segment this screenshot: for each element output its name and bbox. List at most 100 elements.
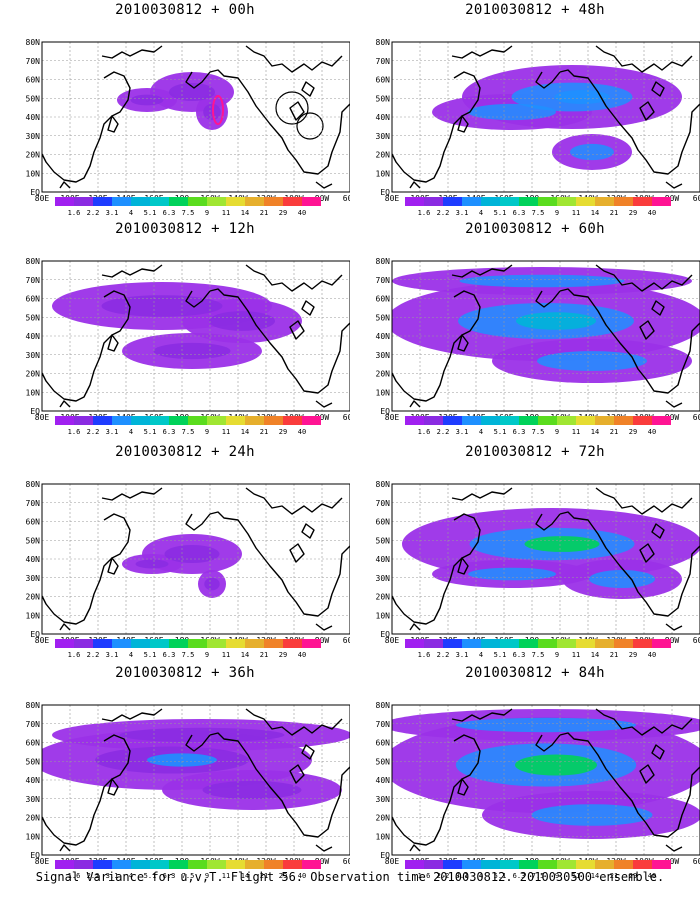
colorbar-label: 5.1: [144, 651, 157, 659]
colorbar-label: 11: [222, 209, 230, 217]
lat-label: 30N: [26, 132, 41, 141]
colorbar-swatch: [614, 639, 633, 648]
colorbar-swatch: [557, 860, 576, 869]
signal-variance-map: 80N70N60N50N40N30N20N10NEQ80E100E120E140…: [376, 480, 700, 659]
lat-label: 20N: [26, 814, 41, 823]
colorbar-label: 4: [129, 872, 133, 880]
colorbar-swatch: [652, 197, 671, 206]
colorbar-label: 14: [591, 209, 599, 217]
colorbar-swatch: [55, 860, 74, 869]
colorbar-swatch: [93, 416, 112, 425]
lat-label: 60N: [376, 739, 391, 748]
colorbar-label: 11: [572, 209, 580, 217]
colorbar-label: 21: [610, 428, 618, 436]
colorbar-swatch: [131, 197, 150, 206]
colorbar-swatch: [576, 416, 595, 425]
colorbar-swatch: [633, 639, 652, 648]
colorbar-swatch: [500, 416, 519, 425]
colorbar-label: 11: [222, 872, 230, 880]
lat-label: 10N: [376, 388, 391, 397]
lat-label: 10N: [26, 169, 41, 178]
colorbar-swatch: [443, 860, 462, 869]
lat-label: 20N: [376, 370, 391, 379]
lat-label: EQ: [30, 407, 40, 416]
colorbar-label: 6.3: [163, 428, 176, 436]
lon-label: 60W: [693, 194, 700, 203]
lat-label: 30N: [376, 795, 391, 804]
colorbar-label: 1.6: [68, 872, 81, 880]
lat-label: 60N: [26, 518, 41, 527]
map-panel: 2010030812 + 84h 80N 70N 60N 50N 40N 30N 20N 10N…: [370, 663, 700, 883]
lat-label: 70N: [376, 276, 391, 285]
lat-label: 40N: [26, 555, 41, 564]
colorbar-label: 9: [205, 209, 209, 217]
lat-label: 60N: [376, 518, 391, 527]
lat-label: 80N: [376, 701, 391, 710]
lat-label: 50N: [376, 313, 391, 322]
lat-label: 30N: [26, 795, 41, 804]
colorbar-label: 40: [648, 651, 656, 659]
colorbar-swatch: [500, 639, 519, 648]
lat-label: EQ: [380, 188, 390, 197]
lat-label: 30N: [376, 574, 391, 583]
colorbar-swatch: [462, 416, 481, 425]
lat-label: EQ: [30, 851, 40, 860]
colorbar-label: 7.5: [532, 428, 545, 436]
graticule: [392, 484, 700, 634]
lat-label: 20N: [26, 370, 41, 379]
colorbar-swatch: [226, 197, 245, 206]
lon-label: 80E: [35, 413, 50, 422]
map-panel: 2010030812 + 00h 80N 70N 60N 50N 40N 30N 20N 10N…: [20, 0, 350, 220]
coastlines: [392, 264, 700, 408]
lat-label: 70N: [26, 57, 41, 66]
colorbar-label: 4: [479, 872, 483, 880]
colorbar-label: 2.2: [87, 872, 100, 880]
colorbar-label: 3.1: [456, 209, 469, 217]
colorbar-swatch: [538, 416, 557, 425]
colorbar-label: 40: [648, 428, 656, 436]
colorbar-label: 2.2: [437, 651, 450, 659]
lat-label: 70N: [26, 499, 41, 508]
colorbar-swatch: [302, 197, 321, 206]
lon-label: 80E: [385, 413, 400, 422]
colorbar-label: 2.2: [437, 428, 450, 436]
colorbar-swatch: [74, 639, 93, 648]
lat-label: 50N: [26, 313, 41, 322]
colorbar-swatch: [283, 639, 302, 648]
colorbar-label: 14: [241, 428, 249, 436]
colorbar-swatch: [245, 639, 264, 648]
colorbar-swatch: [150, 639, 169, 648]
colorbar-swatch: [55, 197, 74, 206]
colorbar-label: 3.1: [456, 651, 469, 659]
colorbar-label: 3.1: [456, 428, 469, 436]
lat-label: 20N: [26, 151, 41, 160]
colorbar-label: 1.6: [418, 872, 431, 880]
colorbar-swatch: [169, 416, 188, 425]
colorbar-label: 6.3: [513, 872, 526, 880]
colorbar-label: 9: [555, 872, 559, 880]
colorbar-label: 6.3: [163, 651, 176, 659]
colorbar: 1.6 2.2 3.1 4 5.1 6.3 7.5 9 11 14 21 29 40: [405, 416, 671, 436]
colorbar-swatch: [131, 860, 150, 869]
colorbar-label: 29: [279, 651, 287, 659]
lon-label: 60W: [343, 413, 350, 422]
lon-label: 80W: [315, 413, 330, 422]
colorbar-label: 7.5: [182, 209, 195, 217]
colorbar-swatch: [652, 639, 671, 648]
colorbar-label: 9: [555, 209, 559, 217]
colorbar-label: 29: [629, 651, 637, 659]
colorbar-label: 2.2: [437, 872, 450, 880]
lat-label: EQ: [30, 630, 40, 639]
lat-label: 70N: [376, 720, 391, 729]
colorbar-label: 4: [479, 651, 483, 659]
colorbar-label: 11: [222, 428, 230, 436]
colorbar-swatch: [245, 416, 264, 425]
signal-variance-map: 80N70N60N50N40N30N20N10NEQ80E100E120E140…: [376, 701, 700, 880]
colorbar-label: 4: [129, 651, 133, 659]
colorbar-label: 3.1: [106, 651, 119, 659]
colorbar-label: 7.5: [182, 428, 195, 436]
colorbar-label: 7.5: [182, 872, 195, 880]
lat-label: 40N: [376, 113, 391, 122]
colorbar-label: 2.2: [87, 209, 100, 217]
coastlines: [42, 45, 350, 189]
